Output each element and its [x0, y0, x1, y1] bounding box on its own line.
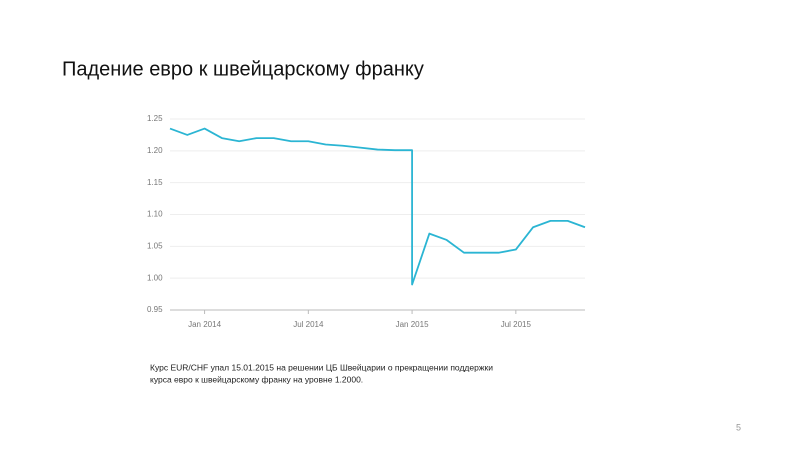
x-tick-label: Jan 2015 [396, 320, 429, 329]
series-line [169, 127, 586, 286]
y-tick-label: 1.20 [147, 146, 163, 155]
y-tick-label: 0.95 [147, 305, 163, 314]
caption-line: Курс EUR/CHF упал 15.01.2015 на решении … [150, 362, 493, 372]
y-tick-label: 1.10 [147, 210, 163, 219]
y-tick-label: 1.15 [147, 178, 163, 187]
y-tick-label: 1.05 [147, 241, 163, 250]
caption-line: курса евро к швейцарскому франку на уров… [150, 374, 363, 384]
x-tick-label: Jul 2014 [293, 320, 324, 329]
y-tick-label: 1.00 [147, 273, 163, 282]
page-number: 5 [736, 422, 741, 432]
slide-title: Падение евро к швейцарскому франку [62, 58, 424, 80]
x-tick-label: Jul 2015 [501, 320, 532, 329]
x-tick-label: Jan 2014 [188, 320, 221, 329]
y-tick-label: 1.25 [147, 114, 163, 123]
